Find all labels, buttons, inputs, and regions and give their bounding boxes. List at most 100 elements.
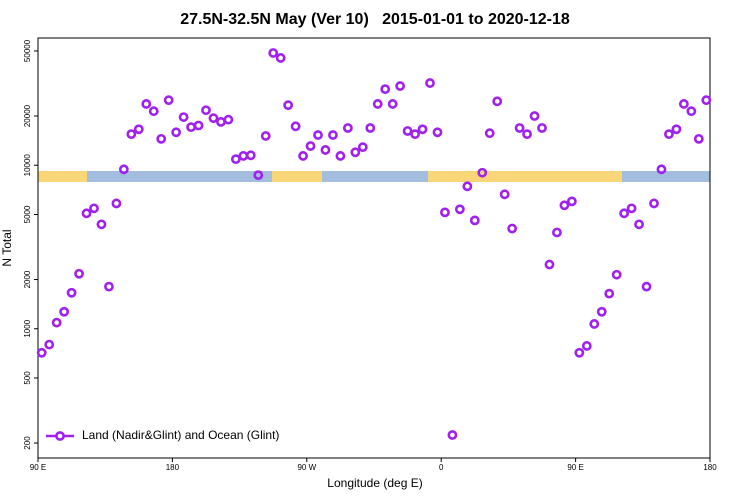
land-band bbox=[38, 171, 87, 182]
point bbox=[51, 317, 62, 328]
point bbox=[492, 96, 503, 107]
point bbox=[671, 124, 682, 135]
point bbox=[163, 95, 174, 106]
point bbox=[201, 105, 211, 116]
point bbox=[126, 129, 137, 140]
legend-label: Land (Nadir&Glint) and Ocean (Glint) bbox=[82, 428, 279, 442]
point bbox=[313, 130, 323, 140]
point bbox=[268, 48, 279, 58]
point bbox=[156, 133, 167, 144]
point bbox=[469, 215, 480, 226]
point bbox=[245, 150, 256, 161]
point bbox=[462, 181, 473, 192]
point bbox=[417, 124, 428, 135]
point bbox=[380, 84, 391, 95]
ocean-band bbox=[622, 171, 710, 182]
point bbox=[328, 130, 338, 140]
y-tick-label: 200 bbox=[23, 436, 32, 450]
point bbox=[96, 219, 107, 230]
legend-marker bbox=[55, 431, 65, 441]
ocean-band bbox=[87, 171, 272, 182]
point bbox=[604, 288, 615, 299]
x-axis-label: Longitude (deg E) bbox=[327, 476, 422, 490]
point bbox=[589, 319, 600, 329]
point bbox=[372, 99, 383, 109]
point bbox=[440, 207, 450, 218]
point bbox=[283, 100, 294, 111]
point bbox=[111, 198, 122, 209]
plot-frame bbox=[37, 37, 711, 459]
point bbox=[133, 124, 144, 135]
point bbox=[619, 208, 630, 219]
point bbox=[208, 113, 219, 124]
point bbox=[59, 306, 70, 317]
point bbox=[141, 99, 152, 109]
point bbox=[104, 281, 114, 292]
point bbox=[402, 126, 413, 136]
point bbox=[275, 53, 286, 63]
point bbox=[223, 114, 234, 125]
point bbox=[641, 281, 652, 292]
y-tick-label: 1000 bbox=[23, 319, 32, 337]
point bbox=[686, 106, 697, 117]
point bbox=[118, 164, 129, 175]
point bbox=[507, 223, 518, 234]
y-tick-label: 20000 bbox=[23, 104, 32, 127]
x-tick-label: 90 E bbox=[567, 463, 583, 472]
point bbox=[634, 219, 644, 230]
point bbox=[678, 99, 689, 109]
point bbox=[81, 208, 92, 219]
point bbox=[357, 142, 368, 153]
point bbox=[664, 129, 674, 140]
point bbox=[365, 123, 376, 133]
chart-title: 27.5N-32.5N May (Ver 10) 2015-01-01 to 2… bbox=[180, 11, 570, 28]
point bbox=[432, 127, 443, 138]
y-tick-label: 500 bbox=[23, 371, 32, 385]
point bbox=[693, 133, 704, 144]
y-tick-label: 10000 bbox=[23, 154, 32, 177]
point bbox=[305, 141, 316, 151]
point bbox=[171, 127, 182, 138]
y-tick-label: 2000 bbox=[23, 270, 32, 288]
point bbox=[454, 204, 465, 215]
point bbox=[477, 167, 488, 178]
surface-band bbox=[38, 171, 710, 182]
ocean-band bbox=[322, 171, 428, 182]
x-tick-label: 90 W bbox=[297, 463, 316, 472]
point bbox=[522, 129, 532, 140]
point bbox=[178, 112, 189, 122]
point bbox=[350, 147, 361, 158]
point bbox=[89, 203, 99, 214]
point bbox=[559, 200, 570, 211]
point bbox=[649, 198, 659, 209]
x-tick-label: 0 bbox=[439, 463, 444, 472]
point bbox=[260, 131, 271, 141]
point bbox=[66, 287, 77, 298]
point bbox=[320, 145, 331, 155]
land-band bbox=[428, 171, 622, 182]
point bbox=[499, 189, 510, 200]
point bbox=[298, 151, 308, 161]
land-band bbox=[272, 171, 322, 182]
point bbox=[701, 95, 712, 106]
x-tick-label: 90 E bbox=[30, 463, 46, 472]
point bbox=[514, 123, 525, 133]
legend: Land (Nadir&Glint) and Ocean (Glint) bbox=[46, 428, 279, 442]
point bbox=[335, 151, 346, 161]
point bbox=[342, 123, 353, 133]
y-tick-label: 50000 bbox=[23, 39, 32, 62]
y-tick-label: 5000 bbox=[23, 205, 32, 223]
point bbox=[529, 111, 540, 121]
point bbox=[574, 347, 585, 358]
point bbox=[626, 203, 637, 214]
point bbox=[253, 170, 264, 181]
point bbox=[148, 106, 159, 117]
point bbox=[611, 269, 622, 280]
point bbox=[44, 339, 55, 350]
point bbox=[290, 121, 301, 132]
point bbox=[395, 81, 406, 91]
x-tick-label: 180 bbox=[703, 463, 717, 472]
point bbox=[74, 268, 84, 279]
